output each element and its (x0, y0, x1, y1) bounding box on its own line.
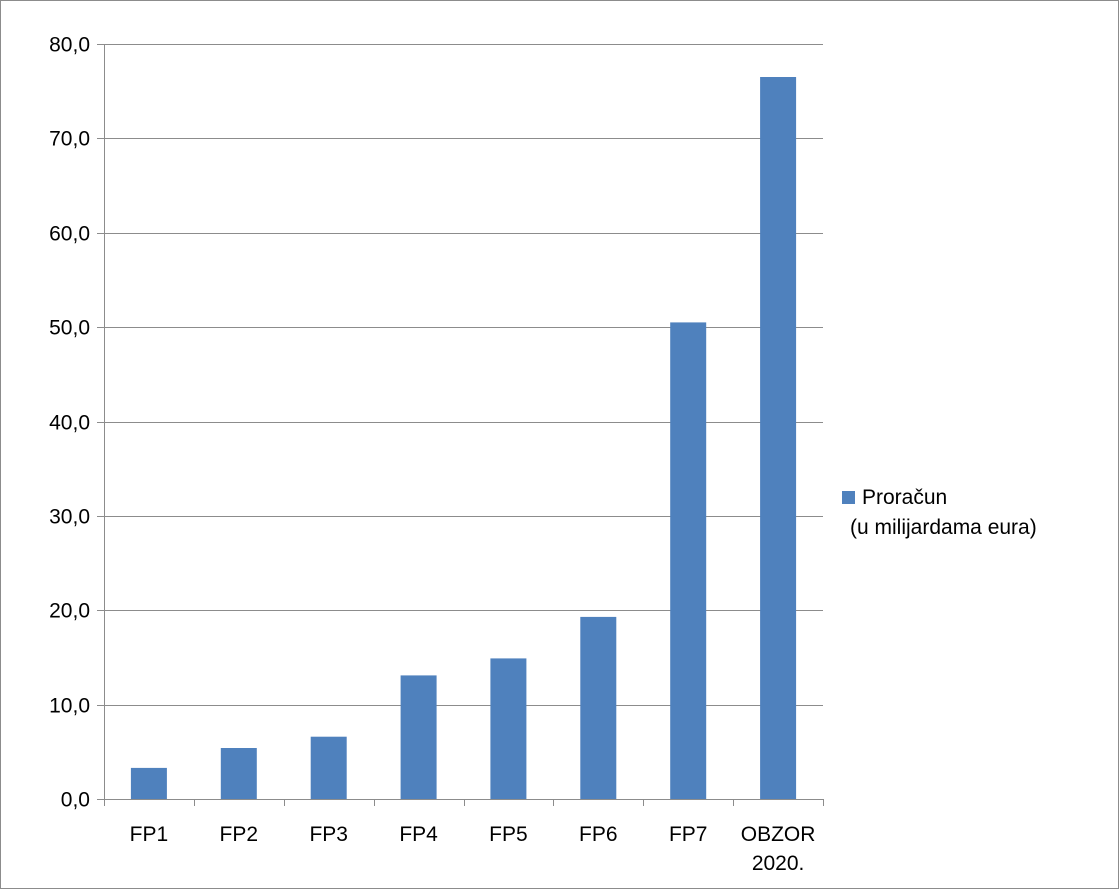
bar (760, 77, 797, 799)
gridlines (104, 44, 823, 706)
y-tick-label: 10,0 (49, 695, 90, 718)
x-tick-label: FP3 (309, 823, 348, 846)
legend: Proračun (u milijardama eura) (842, 486, 1037, 539)
y-tick-label: 0,0 (61, 789, 90, 812)
legend-label: Proračun (u milijardama eura) (850, 486, 1037, 539)
y-tick-label: 30,0 (49, 506, 90, 529)
x-tick-label: FP7 (669, 823, 708, 846)
y-tick-label: 80,0 (49, 34, 90, 57)
axes (97, 44, 824, 806)
legend-swatch (842, 491, 855, 504)
x-tick-label: FP1 (130, 823, 169, 846)
y-tick-label: 60,0 (49, 223, 90, 246)
bar (130, 767, 167, 799)
x-tick-label: OBZOR 2020. (741, 823, 816, 875)
y-tick-label: 70,0 (49, 128, 90, 151)
x-tick-label: FP6 (579, 823, 618, 846)
x-tick-label: FP4 (399, 823, 438, 846)
bar (220, 748, 257, 799)
y-tick-label: 20,0 (49, 600, 90, 623)
bar (490, 658, 527, 799)
x-tick-label: FP2 (220, 823, 259, 846)
y-tick-label: 40,0 (49, 412, 90, 435)
bar (670, 322, 707, 799)
bar (400, 675, 437, 799)
x-tick-label: FP5 (489, 823, 528, 846)
y-tick-label: 50,0 (49, 317, 90, 340)
x-axis-tick-labels: FP1 FP2 FP3 FP4 FP5 FP6 FP7 OBZOR 2020. (130, 823, 816, 875)
bars (130, 77, 797, 799)
y-axis-tick-labels: 0,0 10,0 20,0 30,0 40,0 50,0 60,0 70,0 80,0 (49, 34, 90, 812)
bar (580, 616, 617, 799)
bar (310, 736, 347, 799)
